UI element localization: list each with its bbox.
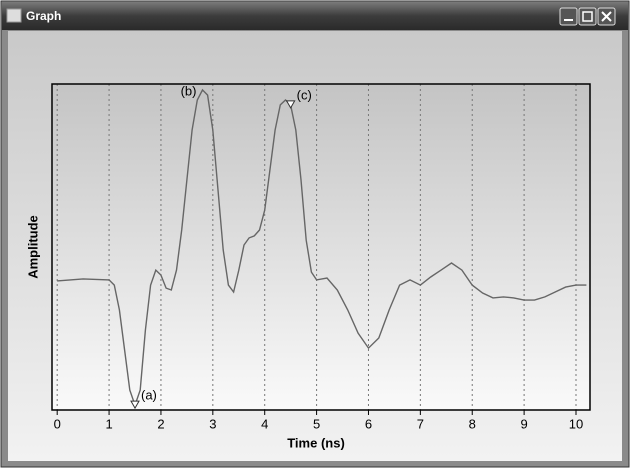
window-title: Graph bbox=[26, 9, 61, 23]
x-tick-label: 2 bbox=[157, 416, 164, 431]
maximize-button[interactable] bbox=[578, 7, 597, 26]
y-axis-label: Amplitude bbox=[25, 215, 40, 279]
x-tick-label: 4 bbox=[261, 416, 268, 431]
annotation-marker bbox=[285, 100, 296, 109]
x-tick-label: 6 bbox=[365, 416, 372, 431]
window-buttons[interactable] bbox=[559, 7, 616, 26]
plot-area bbox=[52, 84, 590, 410]
x-tick-label: 0 bbox=[54, 416, 61, 431]
x-tick-label: 7 bbox=[417, 416, 424, 431]
minimize-button[interactable] bbox=[559, 7, 578, 26]
x-tick-label: 5 bbox=[313, 416, 320, 431]
close-icon bbox=[601, 11, 612, 22]
annotation-marker bbox=[130, 400, 140, 410]
x-tick-label: 1 bbox=[105, 416, 112, 431]
x-tick-label: 10 bbox=[569, 416, 583, 431]
x-tick-label: 3 bbox=[209, 416, 216, 431]
maximize-icon bbox=[582, 11, 593, 22]
annotation-label: (b) bbox=[181, 83, 197, 98]
title-bar bbox=[2, 2, 628, 30]
plot-border bbox=[51, 83, 591, 411]
annotation-label: (a) bbox=[141, 388, 157, 403]
x-axis-label: Time (ns) bbox=[287, 435, 345, 450]
x-tick-label: 9 bbox=[520, 416, 527, 431]
window-icon bbox=[6, 8, 22, 23]
x-tick-label: 8 bbox=[469, 416, 476, 431]
annotation-label: (c) bbox=[297, 87, 312, 102]
trace bbox=[57, 88, 587, 408]
